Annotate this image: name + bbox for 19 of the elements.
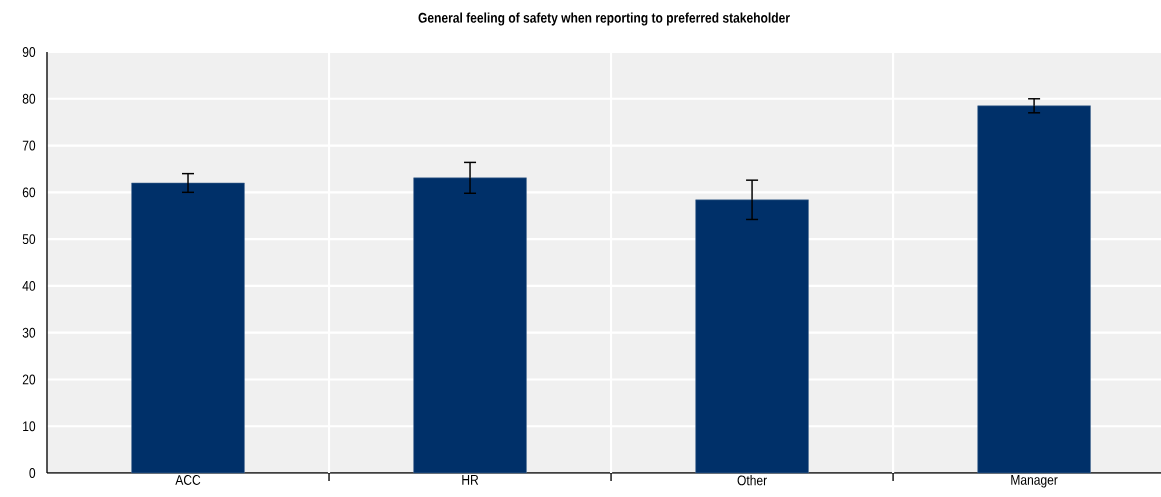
bar <box>977 105 1091 474</box>
y-tick-label: 70 <box>22 140 36 151</box>
chart-title: General feeling of safety when reporting to preferred stakeholder <box>418 12 790 26</box>
x-tick-label: HR <box>462 475 479 485</box>
y-tick-label: 80 <box>22 93 36 104</box>
y-tick-label: 30 <box>22 327 36 338</box>
x-tick-label: ACC <box>175 475 201 485</box>
y-tick-label: 90 <box>22 47 36 57</box>
y-tick-label: 20 <box>22 374 36 385</box>
x-tick-label: Manager <box>1011 475 1058 488</box>
y-tick-label: 40 <box>22 280 36 291</box>
bar <box>131 182 245 474</box>
bar <box>413 177 527 474</box>
y-tick-label: 0 <box>29 468 36 478</box>
bar <box>695 199 809 474</box>
x-tick-label: Other <box>737 475 767 486</box>
y-tick-label: 50 <box>22 234 36 245</box>
y-tick-label: 60 <box>22 187 36 198</box>
y-tick-label: 10 <box>23 421 36 432</box>
